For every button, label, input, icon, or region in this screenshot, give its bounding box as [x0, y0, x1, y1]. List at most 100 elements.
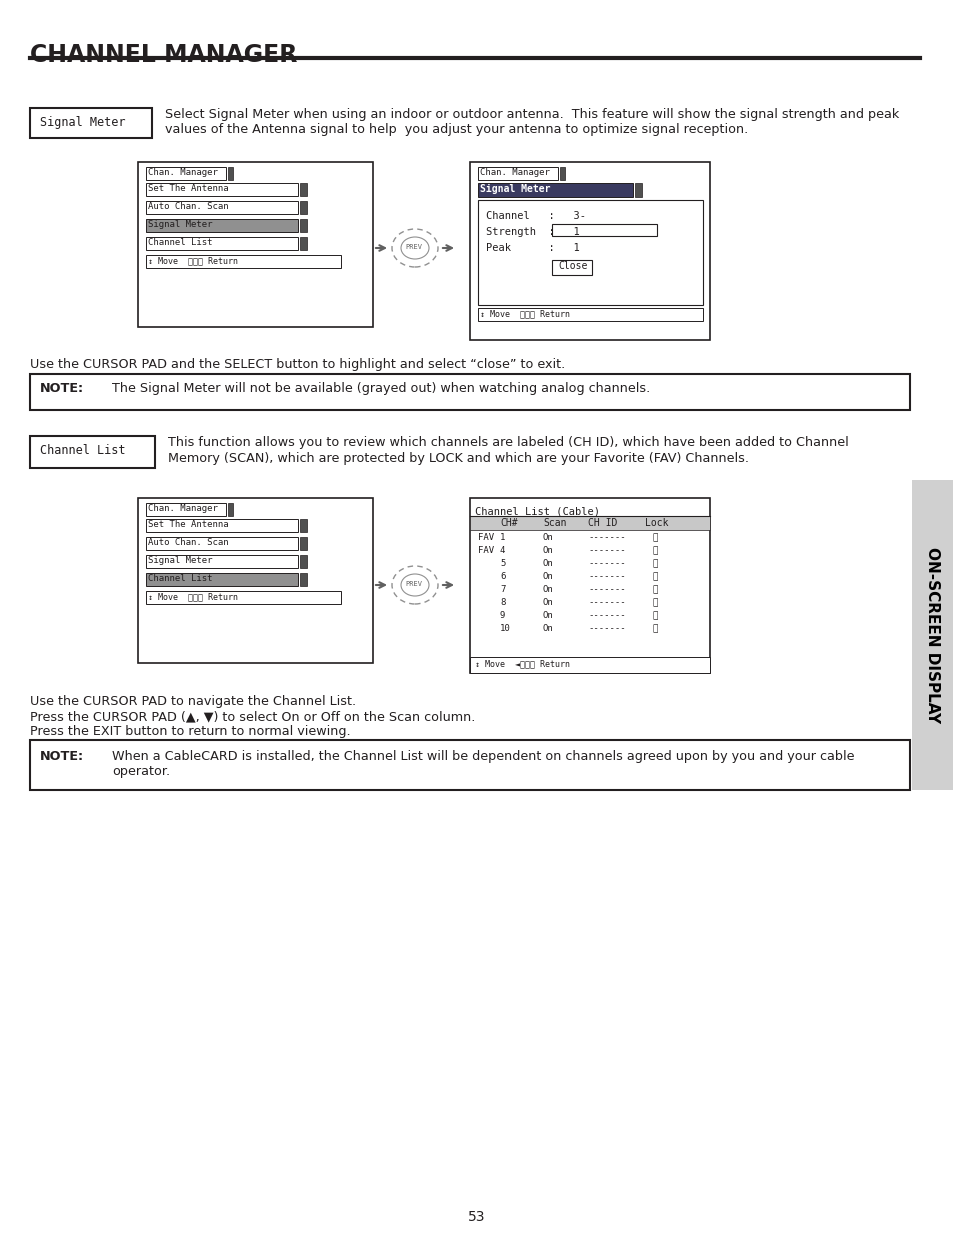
Text: Press the CURSOR PAD (▲, ▼) to select On or Off on the Scan column.: Press the CURSOR PAD (▲, ▼) to select On…	[30, 710, 475, 722]
Text: Peak      :   1: Peak : 1	[485, 243, 579, 253]
Bar	[146, 592, 340, 604]
Text: -------: -------	[587, 624, 625, 634]
Text: The Signal Meter will not be available (grayed out) when watching analog channel: The Signal Meter will not be available (…	[112, 382, 650, 395]
Bar	[552, 261, 592, 275]
Text: -------: -------	[587, 534, 625, 542]
Text: PREV: PREV	[405, 245, 421, 249]
Text: When a CableCARD is installed, the Channel List will be dependent on channels ag: When a CableCARD is installed, the Chann…	[112, 750, 854, 763]
Bar	[146, 167, 226, 180]
Text: On: On	[542, 534, 553, 542]
Text: On: On	[542, 624, 553, 634]
Bar	[477, 200, 702, 305]
Text: 🔒: 🔒	[652, 546, 658, 555]
Text: FAV: FAV	[477, 546, 494, 555]
Bar	[228, 167, 233, 180]
Text: 🔒: 🔒	[652, 534, 658, 542]
Bar	[138, 162, 373, 327]
Text: Channel List: Channel List	[148, 574, 213, 583]
Text: ↕ Move  ◄ⓂⓄⓅ Return: ↕ Move ◄ⓂⓄⓅ Return	[475, 659, 569, 668]
Text: Signal Meter: Signal Meter	[148, 556, 213, 564]
Text: On: On	[542, 598, 553, 606]
Text: Press the EXIT button to return to normal viewing.: Press the EXIT button to return to norma…	[30, 725, 351, 739]
Bar	[146, 519, 297, 532]
Bar	[299, 237, 307, 249]
Bar	[299, 555, 307, 568]
Text: Select Signal Meter when using an indoor or outdoor antenna.  This feature will : Select Signal Meter when using an indoor…	[165, 107, 899, 121]
Bar	[146, 201, 297, 214]
Text: PREV: PREV	[405, 580, 421, 587]
Text: Signal Meter: Signal Meter	[479, 184, 550, 194]
Text: Chan. Manager: Chan. Manager	[148, 504, 217, 513]
Bar	[299, 573, 307, 585]
Bar	[552, 224, 657, 236]
Text: Channel List: Channel List	[148, 238, 213, 247]
Text: operator.: operator.	[112, 764, 170, 778]
Text: 🔒: 🔒	[652, 624, 658, 634]
Bar	[299, 537, 307, 550]
Text: On: On	[542, 559, 553, 568]
Text: Set The Antenna: Set The Antenna	[148, 184, 229, 193]
Text: 4: 4	[499, 546, 505, 555]
Text: Channel List: Channel List	[40, 445, 126, 457]
Text: Strength  :   1: Strength : 1	[485, 227, 579, 237]
Text: Signal Meter: Signal Meter	[148, 220, 213, 228]
Text: Channel List (Cable): Channel List (Cable)	[475, 506, 599, 516]
Bar	[30, 436, 154, 468]
Bar	[146, 237, 297, 249]
Text: Use the CURSOR PAD and the SELECT button to highlight and select “close” to exit: Use the CURSOR PAD and the SELECT button…	[30, 358, 565, 370]
Text: -------: -------	[587, 611, 625, 620]
Text: 53: 53	[468, 1210, 485, 1224]
Text: Memory (SCAN), which are protected by LOCK and which are your Favorite (FAV) Cha: Memory (SCAN), which are protected by LO…	[168, 452, 748, 466]
Text: This function allows you to review which channels are labeled (CH ID), which hav: This function allows you to review which…	[168, 436, 848, 450]
Text: CH ID: CH ID	[587, 517, 617, 529]
Bar	[146, 183, 297, 196]
Bar	[911, 480, 953, 790]
Text: 🔒: 🔒	[652, 585, 658, 594]
Text: -------: -------	[587, 546, 625, 555]
Text: -------: -------	[587, 585, 625, 594]
Text: 🔒: 🔒	[652, 559, 658, 568]
Bar	[299, 183, 307, 196]
Text: Signal Meter: Signal Meter	[40, 116, 126, 128]
Text: -------: -------	[587, 598, 625, 606]
Bar	[470, 498, 709, 673]
Bar	[477, 167, 558, 180]
Text: ↕ Move  ⓂⓄⓅ Return: ↕ Move ⓂⓄⓅ Return	[148, 592, 237, 601]
Text: Lock: Lock	[644, 517, 668, 529]
Text: On: On	[542, 611, 553, 620]
Bar	[470, 516, 709, 530]
Bar	[146, 503, 226, 516]
Text: CH#: CH#	[499, 517, 517, 529]
Text: ON-SCREEN DISPLAY: ON-SCREEN DISPLAY	[924, 547, 940, 722]
Bar	[146, 254, 340, 268]
Text: On: On	[542, 572, 553, 580]
Text: 1: 1	[499, 534, 505, 542]
Text: 🔒: 🔒	[652, 598, 658, 606]
Text: Auto Chan. Scan: Auto Chan. Scan	[148, 203, 229, 211]
Bar	[30, 374, 909, 410]
Bar	[146, 555, 297, 568]
Bar	[30, 740, 909, 790]
Bar	[228, 503, 233, 516]
Text: Scan: Scan	[542, 517, 566, 529]
Bar	[470, 162, 709, 340]
Bar	[146, 219, 297, 232]
Text: 🔒: 🔒	[652, 572, 658, 580]
Text: On: On	[542, 546, 553, 555]
Text: NOTE:: NOTE:	[40, 750, 84, 763]
Bar	[299, 219, 307, 232]
Text: Chan. Manager: Chan. Manager	[479, 168, 549, 177]
Text: ↕ Move  ⓂⓄⓅ Return: ↕ Move ⓂⓄⓅ Return	[479, 309, 569, 317]
Text: CHANNEL MANAGER: CHANNEL MANAGER	[30, 43, 297, 67]
Text: ↕ Move  ⓂⓄⓅ Return: ↕ Move ⓂⓄⓅ Return	[148, 256, 237, 266]
Bar	[146, 573, 297, 585]
Bar	[146, 537, 297, 550]
Text: Chan. Manager: Chan. Manager	[148, 168, 217, 177]
Text: Auto Chan. Scan: Auto Chan. Scan	[148, 538, 229, 547]
Text: 🔒: 🔒	[652, 611, 658, 620]
Bar	[299, 201, 307, 214]
Bar	[30, 107, 152, 138]
Text: On: On	[542, 585, 553, 594]
Text: Use the CURSOR PAD to navigate the Channel List.: Use the CURSOR PAD to navigate the Chann…	[30, 695, 355, 708]
Text: Channel   :   3-: Channel : 3-	[485, 211, 585, 221]
